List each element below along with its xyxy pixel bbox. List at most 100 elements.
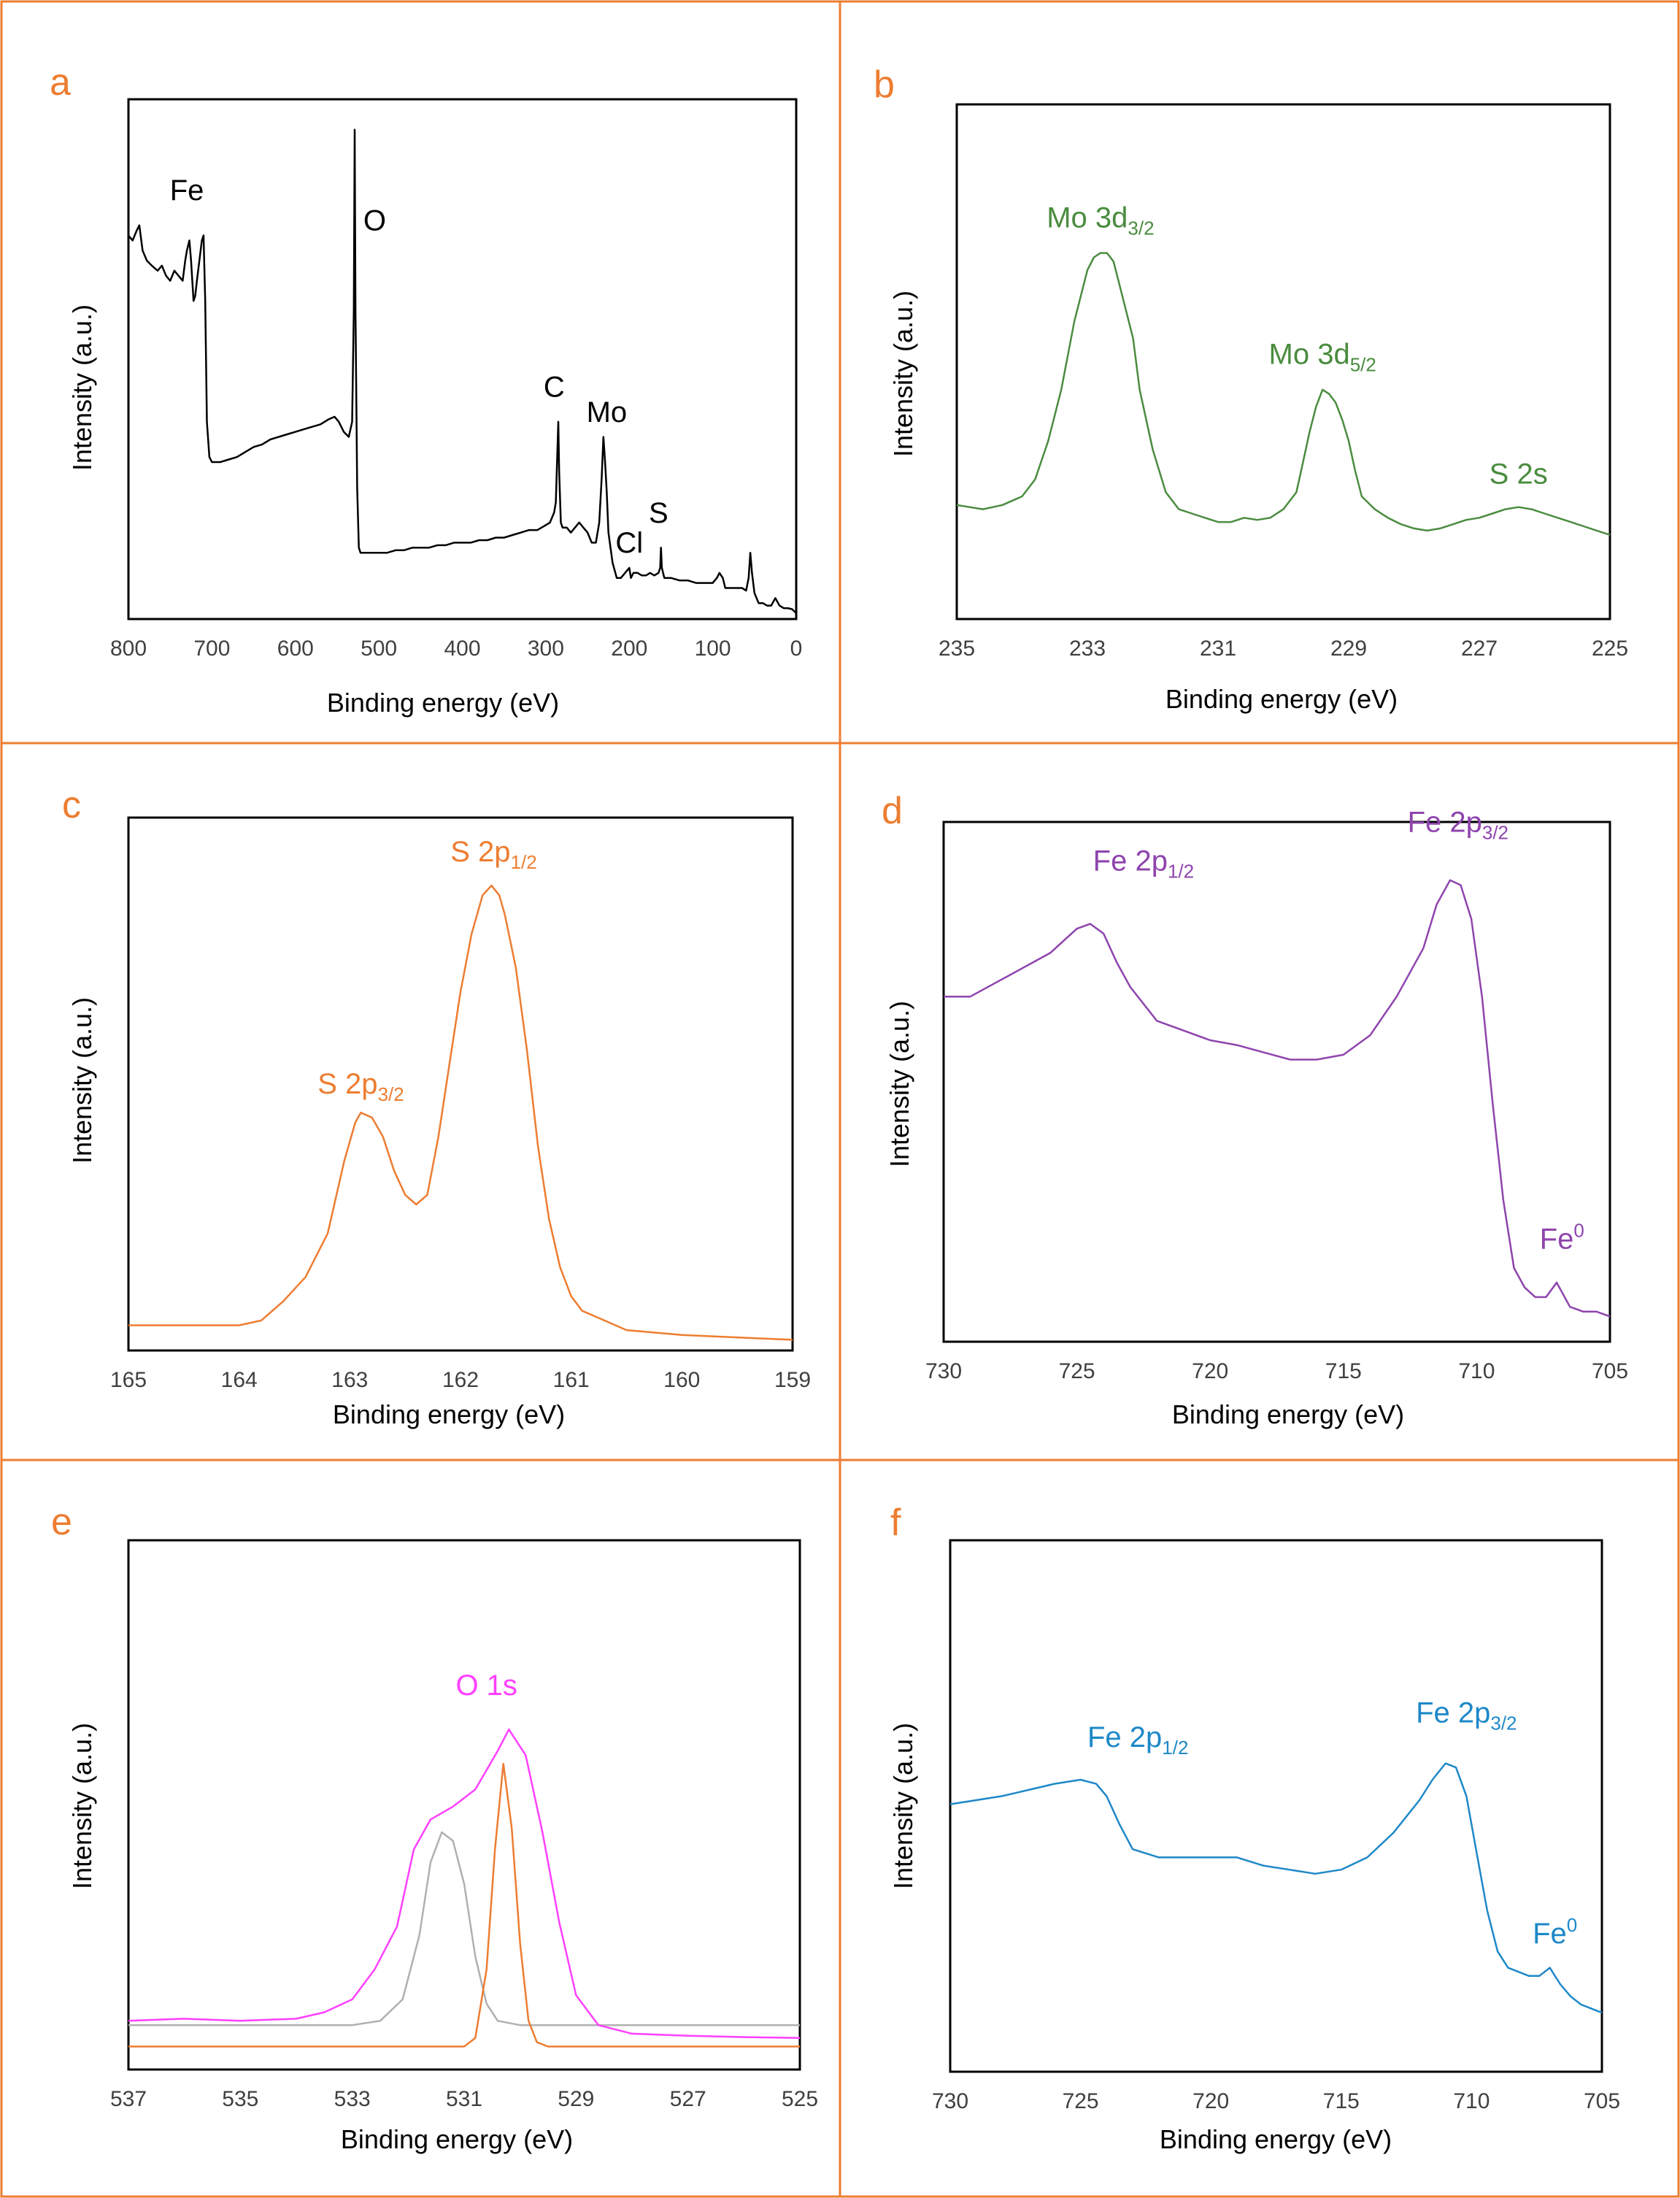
panel-b: b Mo 3d3/2Mo 3d5/2S 2s 235 233 231 229 227 22…	[874, 64, 1628, 714]
peak-label-subscript: 3/2	[378, 1083, 404, 1105]
x-tick-label: 710	[1453, 2089, 1490, 2113]
x-tick-label: 725	[1063, 2089, 1099, 2113]
peak-label-main: Fe 2p	[1093, 845, 1168, 877]
x-tick-label: 500	[361, 637, 397, 661]
y-axis-label-b: Intensity (a.u.)	[888, 291, 918, 457]
x-tick-label: 0	[790, 637, 803, 661]
x-tick-label: 160	[663, 1368, 700, 1392]
peak-label-main: Mo 3d	[1269, 339, 1350, 371]
x-ticks-c: 165 164 163 162 161 160 159	[110, 1368, 811, 1392]
plot-area-d	[942, 821, 1611, 1343]
x-tick-label: 730	[925, 1359, 962, 1383]
x-tick-label: 231	[1200, 637, 1236, 661]
x-tick-label: 163	[331, 1368, 368, 1392]
peak-label-main: S 2s	[1490, 458, 1548, 491]
x-tick-label: 535	[222, 2087, 258, 2111]
panel-letter-c: c	[62, 784, 81, 826]
peak-label-main: O	[363, 205, 386, 237]
y-axis-label-d: Intensity (a.u.)	[885, 1001, 914, 1167]
x-tick-label: 705	[1592, 1359, 1628, 1383]
x-tick-label: 100	[695, 637, 731, 661]
series-e-envelope	[128, 1728, 801, 2040]
x-tick-label: 529	[558, 2087, 594, 2111]
peak-label-main: Fe	[1540, 1223, 1574, 1256]
peak-label-main: S 2p	[450, 836, 510, 868]
x-tick-label: 525	[782, 2087, 818, 2111]
panel-c: c S 2p3/2S 2p1/2 165 164 163 162 161 160 159 B…	[62, 784, 811, 1429]
peak-label-main: Fe	[1533, 1918, 1567, 1950]
peak-label-main: O 1s	[455, 1669, 517, 1702]
x-tick-label: 225	[1592, 637, 1628, 661]
x-tick-label: 533	[334, 2087, 371, 2111]
x-tick-label: 161	[553, 1368, 590, 1392]
peak-label: S 2s	[1490, 458, 1548, 491]
x-axis-label-c: Binding energy (eV)	[333, 1399, 565, 1429]
peak-label-main: S 2p	[317, 1068, 377, 1100]
x-axis-label-d: Binding energy (eV)	[1172, 1399, 1404, 1429]
plot-area-a	[127, 98, 798, 620]
series-f-fe2p	[949, 1762, 1603, 2014]
x-ticks-d: 730 725 720 715 710 705	[925, 1359, 1628, 1383]
x-tick-label: 725	[1059, 1359, 1095, 1383]
peak-label-main: Fe 2p	[1087, 1721, 1162, 1753]
x-axis-label-a: Binding energy (eV)	[327, 688, 559, 718]
x-tick-label: 165	[110, 1368, 147, 1392]
x-axis-label-f: Binding energy (eV)	[1160, 2124, 1392, 2154]
peak-label: Fe 2p3/2	[1408, 806, 1508, 843]
x-tick-label: 200	[611, 637, 647, 661]
y-axis-label-e: Intensity (a.u.)	[67, 1723, 97, 1889]
x-tick-label: 233	[1069, 637, 1106, 661]
x-tick-label: 720	[1192, 1359, 1228, 1383]
peak-label-main: Mo	[587, 396, 628, 429]
series-e-component-1	[128, 1831, 800, 2026]
x-ticks-e: 537 535 533 531 529 527 525	[110, 2087, 818, 2111]
peak-labels-e: O 1s	[455, 1669, 517, 1702]
peak-label-subscript: 1/2	[511, 851, 537, 873]
x-tick-label: 159	[774, 1368, 811, 1392]
plot-area-f	[949, 1539, 1603, 2073]
peak-label-subscript: 1/2	[1168, 861, 1194, 883]
peak-label: C	[544, 371, 565, 403]
x-tick-label: 227	[1461, 637, 1498, 661]
panel-a: a Fe O C Mo ClS 800 700 600 500 400 300 200 100 0 Bi…	[50, 61, 802, 718]
peak-label: S	[649, 497, 668, 529]
peak-label-subscript: 3/2	[1128, 218, 1154, 239]
x-ticks-a: 800 700 600 500 400 300 200 100 0	[110, 637, 802, 661]
x-tick-label: 235	[939, 637, 975, 661]
series-c-s2p	[128, 884, 793, 1341]
y-axis-label-c: Intensity (a.u.)	[67, 997, 97, 1164]
x-tick-label: 527	[670, 2087, 706, 2111]
series-d-fe2p	[944, 879, 1611, 1318]
peak-label-main: Cl	[615, 527, 643, 559]
peak-label: S 2p3/2	[317, 1068, 404, 1105]
peak-label: Mo	[587, 396, 628, 429]
y-axis-label-f: Intensity (a.u.)	[888, 1723, 918, 1889]
y-axis-label-a: Intensity (a.u.)	[67, 304, 97, 471]
series-b-mo3d	[956, 252, 1611, 536]
peak-label-subscript: 1/2	[1162, 1737, 1188, 1759]
peak-label-main: Fe	[170, 174, 204, 207]
plot-area-b	[955, 103, 1611, 620]
peak-label-subscript: 3/2	[1490, 1713, 1517, 1734]
x-tick-label: 400	[444, 637, 480, 661]
x-tick-label: 715	[1325, 1359, 1362, 1383]
peak-label-subscript: 3/2	[1482, 821, 1508, 843]
peak-label-subscript: 5/2	[1350, 354, 1376, 376]
x-tick-label: 300	[528, 637, 564, 661]
peak-labels-c: S 2p3/2S 2p1/2	[317, 836, 536, 1105]
x-tick-label: 600	[277, 637, 314, 661]
peak-label: Fe0	[1540, 1220, 1584, 1256]
peak-labels-b: Mo 3d3/2Mo 3d5/2S 2s	[1047, 202, 1547, 491]
series-e-component-2	[128, 1762, 800, 2048]
peak-label: Fe 2p3/2	[1416, 1697, 1517, 1734]
x-tick-label: 720	[1192, 2089, 1229, 2113]
peak-label: Cl	[615, 527, 643, 559]
x-ticks-b: 235 233 231 229 227 225	[939, 637, 1628, 661]
peak-label-main: Fe 2p	[1408, 806, 1482, 838]
